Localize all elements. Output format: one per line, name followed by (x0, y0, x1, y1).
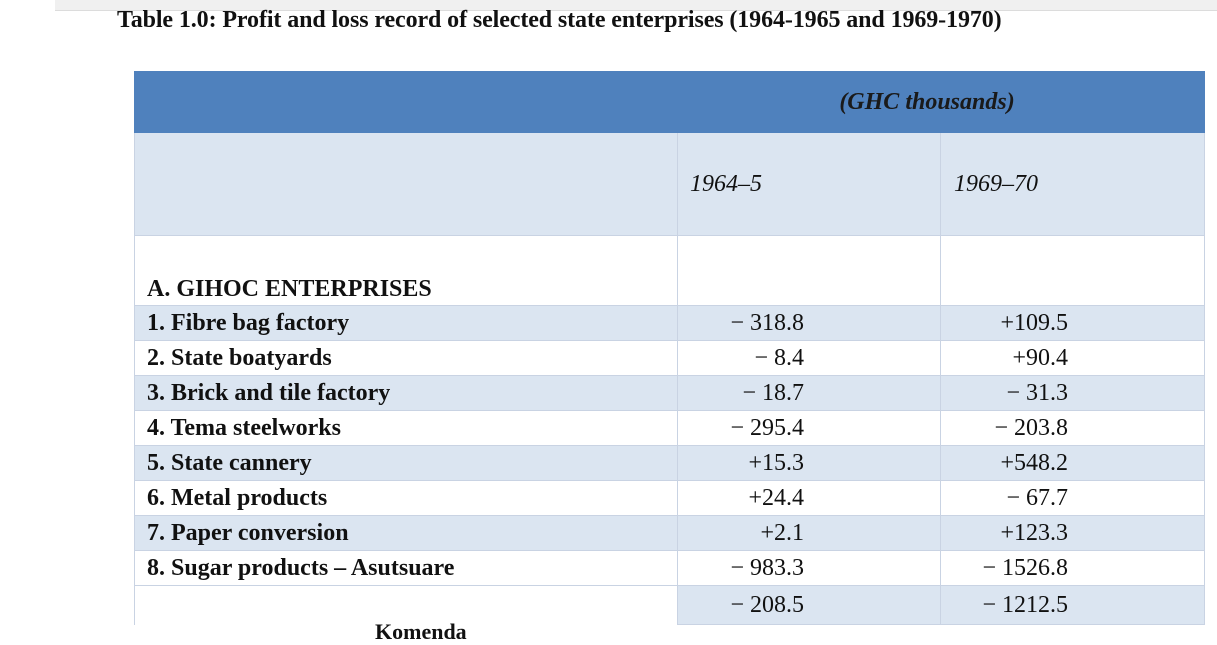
row-label: 5. State cannery (134, 445, 678, 481)
year-header-row: 1964–5 1969–70 (134, 132, 1206, 236)
value-1969-70: +109.5 (939, 305, 1206, 341)
value-1969-70: − 1212.5 (939, 585, 1206, 625)
unit-label: (GHC thousands) (839, 88, 1015, 115)
table-row: 8. Sugar products – Asutsuare − 983.3 − … (134, 550, 1206, 586)
value-1969-70: +90.4 (939, 340, 1206, 376)
table-title: Table 1.0: Profit and loss record of sel… (117, 7, 1002, 33)
row-sublabel: Komenda (375, 619, 467, 644)
value-1964-5: − 18.7 (677, 375, 941, 411)
table-row: 7. Paper conversion +2.1 +123.3 (134, 515, 1206, 551)
row-label: 8. Sugar products – Asutsuare (134, 550, 678, 586)
row-label: 6. Metal products (134, 480, 678, 516)
row-label: 2. State boatyards (134, 340, 678, 376)
table-row: 5. State cannery +15.3 +548.2 (134, 445, 1206, 481)
value-1964-5: − 208.5 (677, 585, 941, 625)
value-1969-70: +548.2 (939, 445, 1206, 481)
row-label: 3. Brick and tile factory (134, 375, 678, 411)
table-row: 3. Brick and tile factory − 18.7 − 31.3 (134, 375, 1206, 411)
value-1964-5: +24.4 (677, 480, 941, 516)
unit-header-row: (GHC thousands) (134, 71, 1206, 133)
table-row: − 208.5 − 1212.5 (134, 585, 1206, 625)
value-1964-5: +2.1 (677, 515, 941, 551)
value-1969-70: +123.3 (939, 515, 1206, 551)
value-1964-5: − 318.8 (677, 305, 941, 341)
table-row: 2. State boatyards − 8.4 +90.4 (134, 340, 1206, 376)
value-1964-5: − 8.4 (677, 340, 941, 376)
row-label: 7. Paper conversion (134, 515, 678, 551)
table-row: 4. Tema steelworks − 295.4 − 203.8 (134, 410, 1206, 446)
value-1964-5: +15.3 (677, 445, 941, 481)
top-toolbar-edge (55, 0, 1217, 11)
table-row: 6. Metal products +24.4 − 67.7 (134, 480, 1206, 516)
section-row: A. GIHOC ENTERPRISES (134, 235, 1206, 306)
value-1969-70: − 67.7 (939, 480, 1206, 516)
value-1969-70: − 1526.8 (939, 550, 1206, 586)
section-heading: A. GIHOC ENTERPRISES (134, 235, 678, 306)
value-1964-5: − 983.3 (677, 550, 941, 586)
column-header-1964-5: 1964–5 (677, 132, 941, 236)
value-1969-70: − 31.3 (939, 375, 1206, 411)
row-label: 1. Fibre bag factory (134, 305, 678, 341)
value-1969-70: − 203.8 (939, 410, 1206, 446)
profit-loss-table: (GHC thousands) 1964–5 1969–70 A. GIHOC … (134, 71, 1206, 625)
value-1964-5: − 295.4 (677, 410, 941, 446)
column-header-1969-70: 1969–70 (939, 132, 1206, 236)
row-label: 4. Tema steelworks (134, 410, 678, 446)
table-row: 1. Fibre bag factory − 318.8 +109.5 (134, 305, 1206, 341)
